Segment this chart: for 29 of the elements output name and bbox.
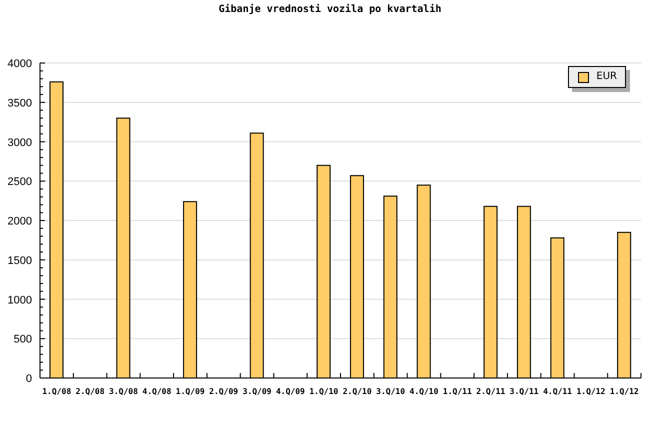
y-tick-label: 4000 (8, 58, 32, 70)
x-tick-label: 2.Q/08 (76, 387, 105, 396)
x-tick-label: 4.Q/08 (142, 387, 172, 396)
x-tick-label: 1.Q/11 (442, 387, 472, 396)
x-tick-label: 4.Q/09 (276, 387, 306, 396)
x-tick-label: 2.Q/10 (342, 387, 372, 396)
y-tick-label: 2500 (8, 176, 32, 188)
y-tick-label: 3500 (8, 97, 32, 110)
x-tick-label: 4.Q/10 (410, 387, 439, 396)
y-tick-label: 500 (14, 334, 32, 346)
x-tick-label: 2.Q/11 (476, 387, 506, 396)
x-tick-label: 3.Q/11 (510, 387, 539, 396)
x-tick-label: 3.Q/08 (109, 387, 138, 396)
legend-label: EUR (596, 71, 617, 83)
x-tick-label: 1.Q/09 (176, 387, 205, 396)
y-tick-label: 0 (26, 373, 32, 385)
x-tick-label: 1.Q/12 (610, 387, 639, 396)
x-tick-label: 4.Q/11 (543, 387, 572, 396)
x-tick-label: 3.Q/10 (376, 387, 406, 396)
x-tick-label: 1.Q/12 (576, 387, 606, 396)
y-tick-label: 1500 (8, 254, 32, 267)
y-tick-label: 2000 (8, 216, 32, 228)
y-tick-label: 3000 (8, 136, 32, 149)
y-tick-label: 1000 (8, 294, 32, 306)
x-tick-label: 1.Q/10 (309, 387, 338, 396)
x-tick-label: 1.Q/08 (42, 387, 72, 396)
x-tick-label: 3.Q/09 (242, 387, 272, 396)
x-tick-label: 2.Q/09 (209, 387, 238, 396)
chart-title: Gibanje vrednosti vozila po kvartalih (218, 4, 442, 15)
